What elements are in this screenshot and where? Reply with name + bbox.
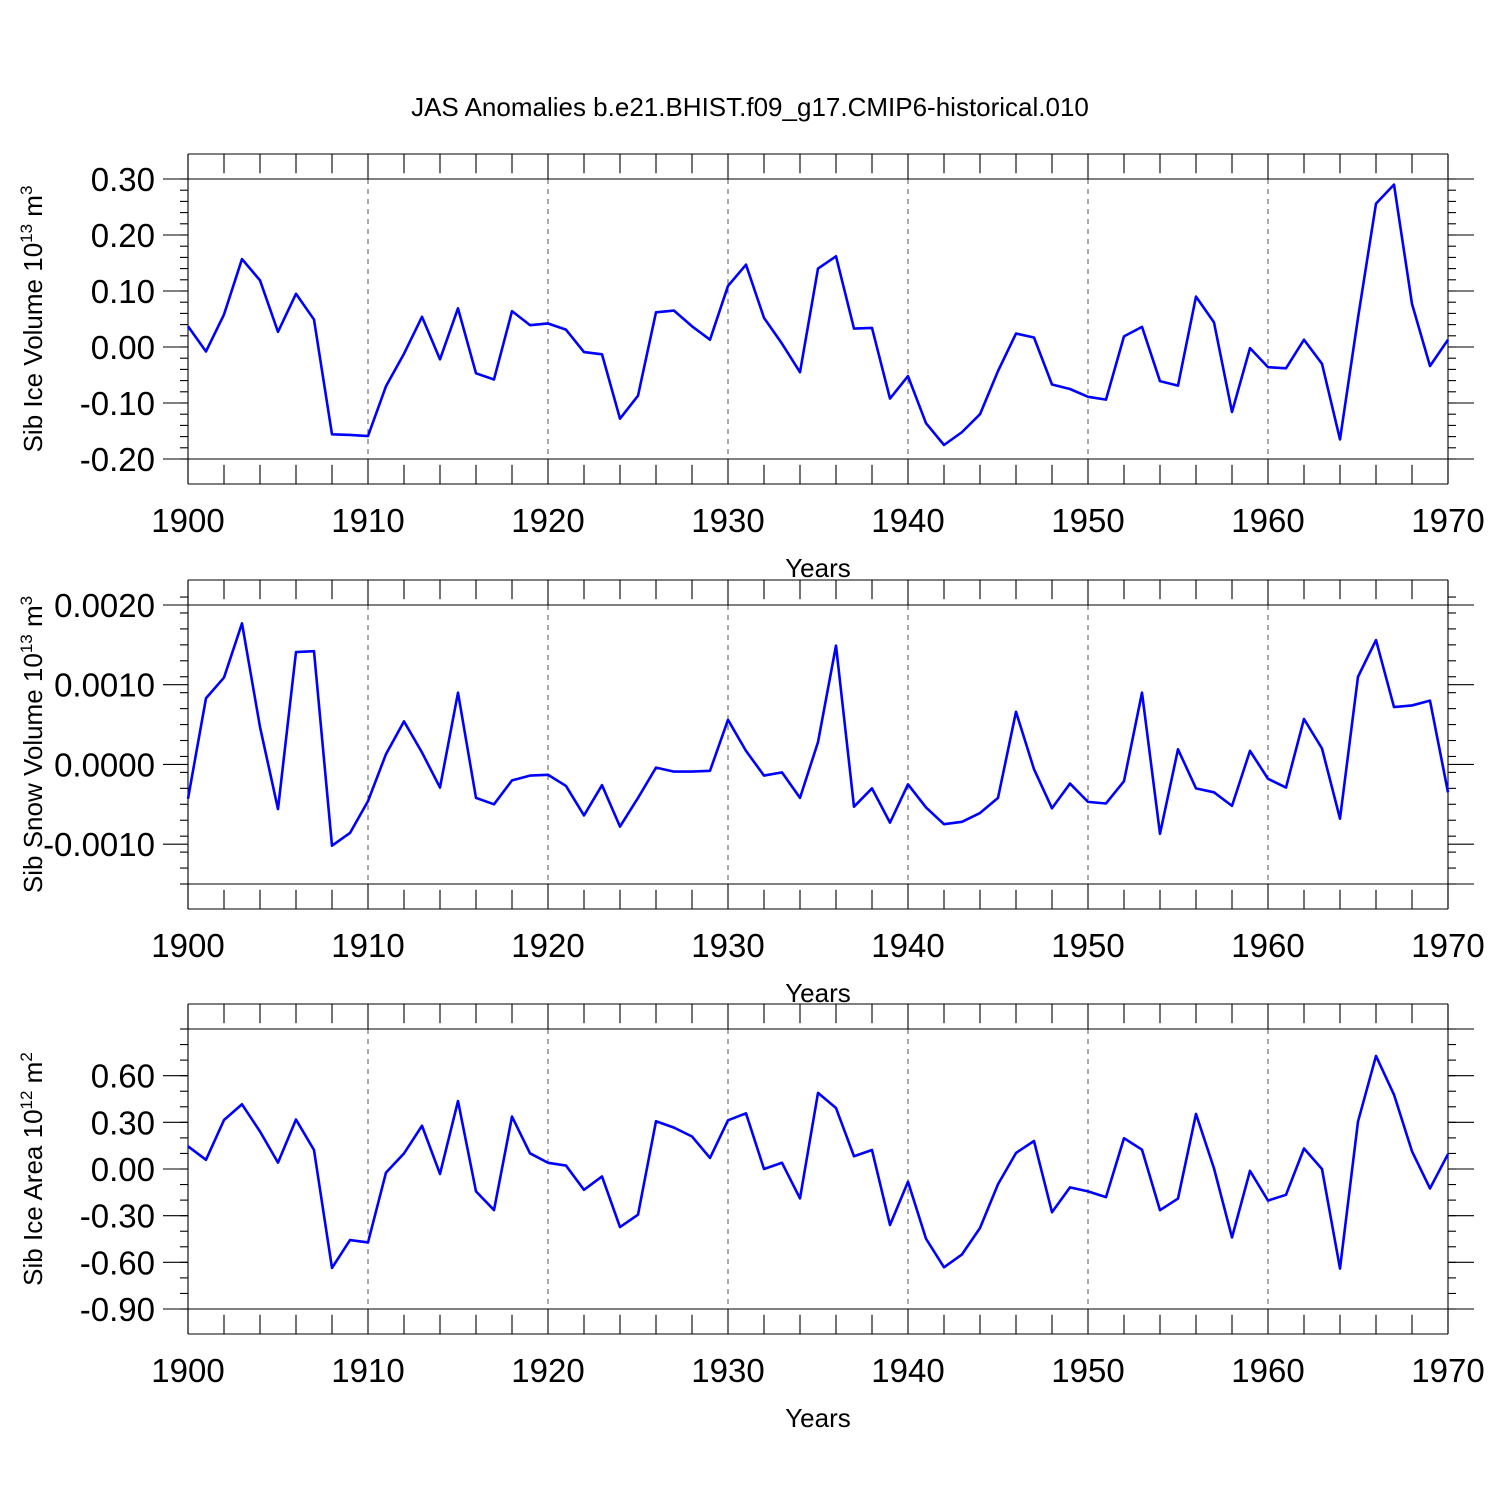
y-tick-label: 0.20 <box>91 217 155 254</box>
x-axis-label: Years <box>785 1403 851 1433</box>
y-tick-label: 0.00 <box>91 329 155 366</box>
y-axis-label-prefix: Sib Ice Volume 10 <box>18 243 48 453</box>
snow-volume-panel: 1900 1910 1920 1930 1940 1950 1960 1970 0.0020 0.… <box>17 579 1485 1008</box>
y-axis-label-exponent: 13 <box>17 224 36 243</box>
x-tick-label: 1960 <box>1231 502 1304 539</box>
y-tick-label: -0.60 <box>80 1244 155 1281</box>
y-axis-label-exponent: 13 <box>17 634 36 653</box>
y-tick-label: -0.90 <box>80 1291 155 1328</box>
y-tick-label: 0.60 <box>91 1058 155 1095</box>
y-axis-label-unit: m <box>18 605 48 634</box>
x-tick-label: 1920 <box>511 1352 584 1389</box>
x-tick-label: 1940 <box>871 927 944 964</box>
y-axis-label: Sib Ice Area 1012 m2 <box>17 1052 48 1286</box>
x-tick-label: 1930 <box>691 1352 764 1389</box>
x-tick-label: 1900 <box>151 1352 224 1389</box>
y-axis-label: Sib Ice Volume 1013 m3 <box>17 186 48 453</box>
x-tick-label: 1930 <box>691 927 764 964</box>
x-tick-label: 1950 <box>1051 927 1124 964</box>
data-series-line <box>186 183 1450 447</box>
x-tick-label: 1900 <box>151 502 224 539</box>
data-series-line <box>186 622 1450 848</box>
x-tick-label: 1910 <box>331 927 404 964</box>
x-axis-label: Years <box>785 553 851 583</box>
x-tick-label: 1970 <box>1411 502 1484 539</box>
x-tick-label: 1950 <box>1051 1352 1124 1389</box>
x-tick-label: 1950 <box>1051 502 1124 539</box>
y-tick-label: 0.0010 <box>54 667 155 704</box>
x-tick-label: 1960 <box>1231 927 1304 964</box>
ice-volume-panel: 1900 1910 1920 1930 1940 1950 1960 1970 0.30 0.20… <box>17 153 1485 583</box>
x-tick-label: 1960 <box>1231 1352 1304 1389</box>
x-tick-label: 1910 <box>331 1352 404 1389</box>
x-tick-label: 1930 <box>691 502 764 539</box>
x-tick-label: 1970 <box>1411 927 1484 964</box>
y-axis-label-unit: m <box>18 195 48 224</box>
y-tick-label: 0.00 <box>91 1151 155 1188</box>
y-axis-label-unit-exponent: 2 <box>17 1052 36 1061</box>
ice-area-panel: 1900 1910 1920 1930 1940 1950 1960 1970 0.60 0.30… <box>17 1003 1485 1433</box>
y-axis-label-unit-exponent: 3 <box>17 186 36 195</box>
y-tick-label: -0.10 <box>80 385 155 422</box>
y-tick-label: 0.0020 <box>54 587 155 624</box>
x-tick-label: 1920 <box>511 927 584 964</box>
x-tick-label: 1940 <box>871 502 944 539</box>
x-axis-label: Years <box>785 978 851 1008</box>
y-axis-label-unit-exponent: 3 <box>17 596 36 605</box>
y-axis-label-prefix: Sib Snow Volume 10 <box>18 653 48 893</box>
figure-title: JAS Anomalies b.e21.BHIST.f09_g17.CMIP6-… <box>411 92 1089 122</box>
y-axis-label-exponent: 12 <box>17 1091 36 1110</box>
x-tick-label: 1900 <box>151 927 224 964</box>
y-tick-label: 0.10 <box>91 273 155 310</box>
y-tick-label: -0.20 <box>80 441 155 478</box>
y-tick-label: -0.0010 <box>43 826 155 863</box>
y-axis-label-unit: m <box>18 1062 48 1091</box>
y-tick-label: 0.0000 <box>54 746 155 783</box>
y-axis-label: Sib Snow Volume 1013 m3 <box>17 596 48 893</box>
x-tick-label: 1910 <box>331 502 404 539</box>
x-tick-label: 1970 <box>1411 1352 1484 1389</box>
y-tick-label: 0.30 <box>91 1104 155 1141</box>
y-tick-label: -0.30 <box>80 1198 155 1235</box>
y-tick-label: 0.30 <box>91 161 155 198</box>
y-axis-label-prefix: Sib Ice Area 10 <box>18 1109 48 1285</box>
data-series-line <box>187 1054 1450 1270</box>
x-tick-label: 1920 <box>511 502 584 539</box>
x-tick-label: 1940 <box>871 1352 944 1389</box>
